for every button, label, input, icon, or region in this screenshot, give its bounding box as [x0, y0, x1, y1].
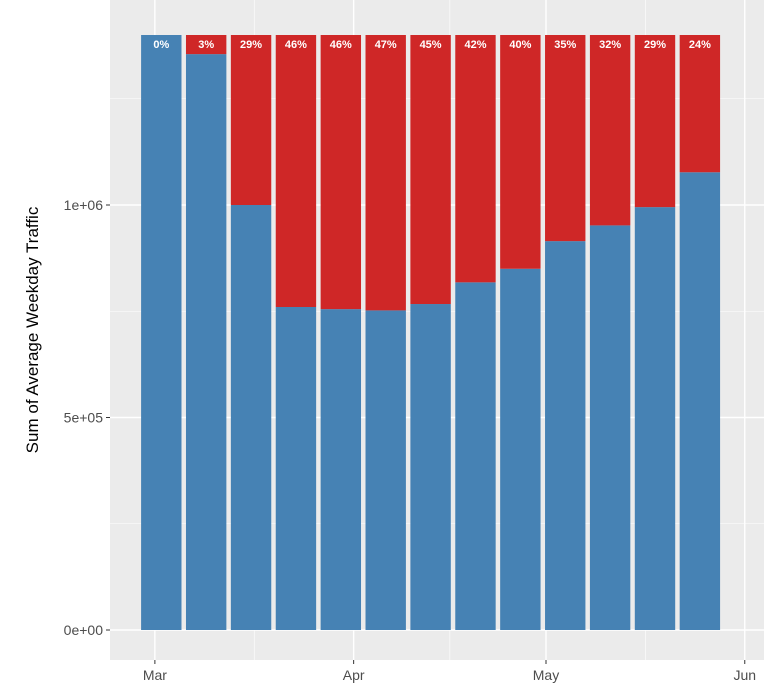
x-tick-label: May	[533, 667, 559, 683]
bar-segment-red	[500, 35, 541, 269]
x-tick-label: Apr	[343, 667, 365, 683]
data-label: 32%	[599, 39, 621, 51]
bar-segment-blue	[320, 309, 362, 630]
x-tick-label: Jun	[733, 667, 756, 683]
bar-segment-blue	[500, 268, 541, 630]
bar-segment-red	[320, 35, 362, 310]
y-axis: 0e+00 5e+05 1e+06	[64, 197, 110, 638]
bar-segment-blue	[545, 241, 586, 630]
bar-segment-red	[230, 35, 272, 205]
data-label: 47%	[375, 39, 397, 51]
bar-segment-blue	[410, 304, 451, 630]
data-label: 0%	[153, 39, 169, 51]
bar-segment-red	[410, 35, 451, 305]
bars-group	[141, 35, 721, 630]
bar-segment-blue	[679, 172, 721, 630]
bar-segment-blue	[141, 35, 182, 630]
bar-segment-red	[589, 35, 631, 226]
x-axis: Mar Apr May Jun	[143, 660, 756, 683]
y-tick-label: 0e+00	[64, 622, 104, 638]
bar-segment-red	[185, 35, 227, 55]
data-label: 42%	[464, 39, 486, 51]
data-label: 29%	[644, 39, 666, 51]
bar-segment-blue	[185, 54, 227, 630]
bar-segment-red	[275, 35, 317, 307]
bar-segment-blue	[230, 205, 272, 630]
data-label: 29%	[240, 39, 262, 51]
y-axis-title: Sum of Average Weekday Traffic	[23, 206, 42, 453]
data-label: 46%	[285, 39, 307, 51]
data-label: 24%	[689, 39, 711, 51]
bar-segment-red	[365, 35, 406, 311]
data-label: 35%	[554, 39, 576, 51]
bar-segment-blue	[365, 310, 406, 630]
data-label: 45%	[420, 39, 442, 51]
data-label: 40%	[509, 39, 531, 51]
x-tick-label: Mar	[143, 667, 167, 683]
bar-segment-blue	[275, 307, 317, 630]
bar-segment-red	[634, 35, 676, 208]
bar-segment-red	[679, 35, 721, 173]
bar-segment-blue	[634, 207, 676, 630]
y-tick-label: 1e+06	[64, 197, 104, 213]
bar-segment-blue	[589, 225, 631, 630]
bar-segment-blue	[455, 282, 496, 630]
y-tick-label: 5e+05	[64, 410, 104, 426]
bar-segment-red	[545, 35, 586, 242]
bar-segment-red	[455, 35, 496, 283]
data-labels-group: 0% 3% 29% 46% 46% 47% 45% 42% 40% 35% 32% 29% 24%	[153, 39, 711, 51]
data-label: 46%	[330, 39, 352, 51]
data-label: 3%	[198, 39, 214, 51]
